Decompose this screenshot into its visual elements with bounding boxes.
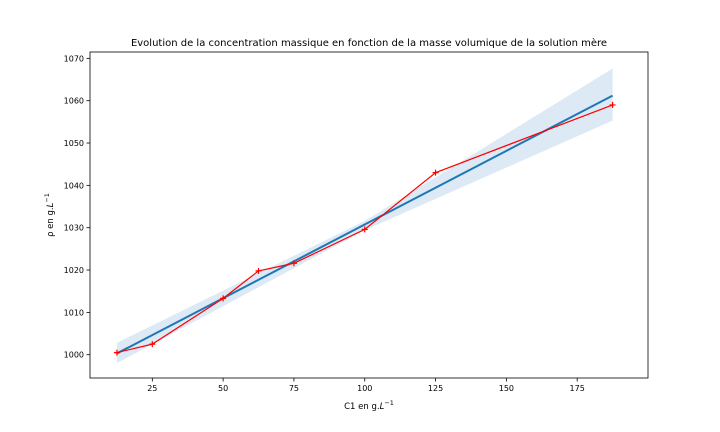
plot-frame xyxy=(89,51,649,379)
x-tick-label: 100 xyxy=(357,384,372,393)
chart-title: Evolution de la concentration massique e… xyxy=(131,37,607,49)
y-tick-label: 1010 xyxy=(64,308,84,317)
data-point xyxy=(113,349,120,356)
y-tick-label: 1020 xyxy=(64,266,84,275)
data-point xyxy=(432,169,439,176)
data-point xyxy=(361,226,368,233)
y-tick-label: 1060 xyxy=(64,97,84,106)
data-line xyxy=(116,104,613,354)
x-axis: 25 50 75 100 125 150 175 xyxy=(147,378,585,393)
x-tick-label: 50 xyxy=(218,384,228,393)
y-tick-label: 1000 xyxy=(64,351,84,360)
x-tick-label: 75 xyxy=(289,384,299,393)
regression-line-layer xyxy=(116,94,614,355)
data-point xyxy=(609,101,616,108)
y-axis-label: ρ en g.L−1 xyxy=(43,193,56,237)
data-point xyxy=(149,341,156,348)
x-tick-label: 25 xyxy=(147,384,157,393)
data-series-layer xyxy=(113,101,616,356)
y-tick-label: 1050 xyxy=(64,139,84,148)
y-tick-label: 1030 xyxy=(64,224,84,233)
y-tick-label: 1070 xyxy=(64,54,84,63)
regression-line xyxy=(116,94,614,355)
x-tick-label: 125 xyxy=(428,384,443,393)
data-point xyxy=(255,267,262,274)
data-point xyxy=(220,295,227,302)
data-point xyxy=(290,260,297,267)
y-axis: 1000 1010 1020 1030 1040 1050 1060 1070 xyxy=(64,54,90,360)
y-tick-label: 1040 xyxy=(64,181,84,190)
x-axis-label: C1 en g.L−1 xyxy=(344,399,394,412)
x-tick-label: 175 xyxy=(570,384,585,393)
x-tick-label: 150 xyxy=(499,384,514,393)
